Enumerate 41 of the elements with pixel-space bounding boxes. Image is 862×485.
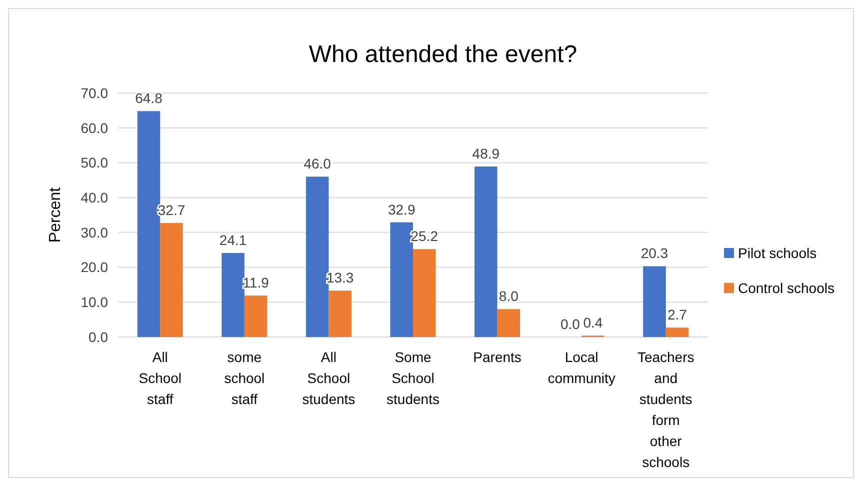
bar: [666, 328, 689, 337]
chart-title: Who attended the event?: [308, 41, 578, 68]
data-label: 0.0: [560, 316, 580, 332]
y-axis-title: Percent: [47, 186, 64, 243]
x-tick-label: Parents: [473, 349, 522, 365]
y-tick-label: 0.0: [88, 328, 108, 345]
data-label: 8.0: [498, 288, 519, 304]
y-tick-label: 30.0: [80, 224, 108, 240]
bar: [328, 290, 352, 337]
y-tick-label: 10.0: [80, 294, 108, 310]
legend-label: Control schools: [738, 280, 834, 296]
data-label: 32.9: [388, 201, 416, 218]
bar: [222, 252, 244, 337]
data-label: 64.8: [135, 90, 163, 106]
x-tick-label: Local community: [548, 349, 616, 386]
data-label: 0.4: [583, 314, 603, 331]
y-tick-label: 50.0: [80, 154, 108, 171]
x-tick-label: All School staff: [138, 349, 182, 407]
y-tick-label: 20.0: [80, 259, 108, 276]
x-tick-label: All School students: [302, 349, 356, 407]
data-label: 20.3: [640, 245, 668, 262]
bar: [413, 249, 436, 337]
bar: [497, 309, 520, 337]
x-tick-label: Some School students: [386, 349, 440, 407]
bar: [160, 223, 183, 337]
bar: [474, 166, 498, 337]
data-label: 2.7: [668, 306, 688, 323]
legend-label: Pilot schools: [738, 244, 817, 261]
x-tick-label: Teachers and students form other schools: [637, 349, 694, 470]
x-tick-label: some school staff: [224, 349, 265, 407]
bar: [643, 266, 666, 337]
data-label: 24.1: [219, 232, 247, 248]
bar: [306, 176, 329, 337]
bar: [244, 296, 268, 337]
bar: [137, 111, 160, 337]
data-label: 46.0: [304, 156, 332, 172]
y-tick-label: 70.0: [80, 84, 108, 101]
y-tick-label: 40.0: [80, 189, 108, 206]
bar: [390, 222, 413, 337]
y-tick-label: 60.0: [80, 120, 108, 136]
data-label: 48.9: [472, 146, 500, 162]
